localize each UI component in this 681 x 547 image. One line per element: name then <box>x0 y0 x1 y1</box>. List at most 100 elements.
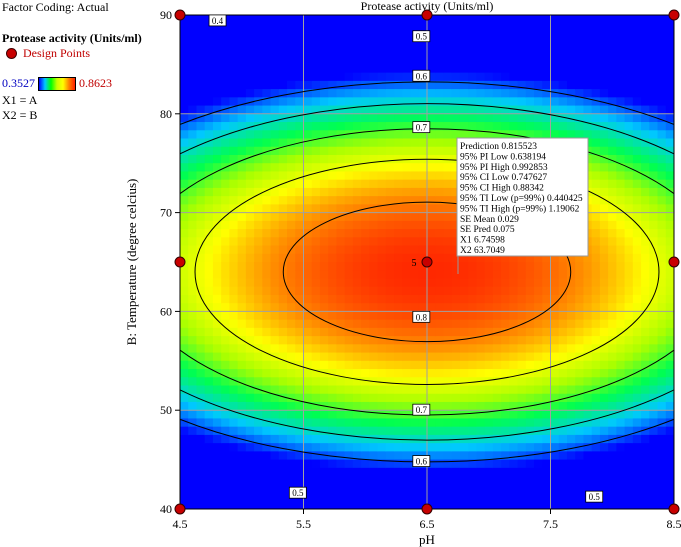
heatmap-cell <box>501 97 510 107</box>
heatmap-cell <box>204 410 214 420</box>
heatmap-cell <box>229 31 239 41</box>
heatmap-cell <box>188 418 198 428</box>
heatmap-cell <box>295 253 305 263</box>
heatmap-cell <box>221 154 230 164</box>
heatmap-cell <box>484 500 494 509</box>
heatmap-cell <box>616 23 626 33</box>
heatmap-cell <box>196 113 206 123</box>
heatmap-cell <box>459 56 469 65</box>
heatmap-cell <box>196 426 206 436</box>
heatmap-cell <box>624 377 634 387</box>
heatmap-cell <box>591 467 601 477</box>
heatmap-cell <box>534 64 543 74</box>
heatmap-cell <box>180 220 189 230</box>
heatmap-cell <box>641 163 650 173</box>
heatmap-cell <box>534 262 543 271</box>
heatmap-cell <box>583 80 593 90</box>
heatmap-cell <box>517 484 527 494</box>
heatmap-cell <box>410 220 420 230</box>
heatmap-cell <box>509 64 519 74</box>
heatmap-cell <box>344 434 354 444</box>
heatmap-cell <box>369 262 379 271</box>
heatmap-cell <box>558 476 568 485</box>
heatmap-cell <box>624 451 634 461</box>
heatmap-cell <box>295 451 305 461</box>
heatmap-cell <box>352 459 362 469</box>
heatmap-cell <box>377 286 387 296</box>
heatmap-cell <box>608 352 617 362</box>
heatmap-cell <box>394 237 403 247</box>
heatmap-cell <box>451 303 461 312</box>
heatmap-cell <box>311 105 321 115</box>
heatmap-cell <box>550 270 560 280</box>
heatmap-cell <box>435 229 445 238</box>
heatmap-cell <box>270 89 280 98</box>
heatmap-cell <box>657 393 667 403</box>
heatmap-cell <box>616 418 626 428</box>
heatmap-cell <box>641 89 650 98</box>
design-point[interactable] <box>174 9 186 21</box>
heatmap-cell <box>311 80 321 90</box>
heatmap-cell <box>377 451 387 461</box>
heatmap-cell <box>641 303 650 312</box>
design-point[interactable] <box>174 256 186 268</box>
contour-label: 0.5 <box>288 486 307 499</box>
heatmap-cell <box>328 311 338 321</box>
design-point[interactable] <box>174 503 186 515</box>
heatmap-cell <box>459 426 469 436</box>
heatmap-cell <box>188 377 198 387</box>
design-points[interactable]: 5 <box>174 9 680 515</box>
heatmap-cell <box>418 294 428 304</box>
heatmap-cell <box>188 171 198 181</box>
heatmap-cell <box>410 23 420 33</box>
heatmap-cell <box>459 80 469 90</box>
design-point[interactable] <box>421 9 433 21</box>
heatmap-cell <box>287 253 296 263</box>
heatmap-cell <box>443 294 453 304</box>
heatmap-cell <box>369 303 379 312</box>
heatmap-cell <box>608 113 617 123</box>
heatmap-cell <box>287 39 296 49</box>
heatmap-cell <box>237 443 247 452</box>
heatmap-cell <box>435 31 445 41</box>
heatmap-cell <box>377 262 387 271</box>
heatmap-cell <box>427 105 436 115</box>
heatmap-cell <box>245 385 255 395</box>
heatmap-cell <box>344 204 354 214</box>
heatmap-cell <box>641 31 650 41</box>
heatmap-cell <box>451 467 461 477</box>
heatmap-cell <box>352 64 362 74</box>
design-point[interactable] <box>421 503 433 515</box>
heatmap-cell <box>418 418 428 428</box>
heatmap-cell <box>517 270 527 280</box>
heatmap-cell <box>319 418 329 428</box>
heatmap-cell <box>270 64 280 74</box>
heatmap-cell <box>221 278 230 288</box>
heatmap-cell <box>665 327 674 337</box>
heatmap-cell <box>262 500 272 509</box>
design-point[interactable] <box>668 256 680 268</box>
heatmap-cell <box>287 23 296 33</box>
heatmap-cell <box>624 360 634 370</box>
heatmap-cell <box>221 294 230 304</box>
heatmap-cell <box>278 105 288 115</box>
heatmap-cell <box>410 97 420 107</box>
heatmap-cell <box>492 311 502 321</box>
heatmap-cell <box>608 418 617 428</box>
heatmap-cell <box>196 80 206 90</box>
design-point[interactable] <box>668 9 680 21</box>
design-point[interactable] <box>421 256 433 268</box>
heatmap-cell <box>344 171 354 181</box>
heatmap-cell <box>451 97 461 107</box>
heatmap-cell <box>657 278 667 288</box>
heatmap-cell <box>484 122 494 131</box>
heatmap-cell <box>377 237 387 247</box>
heatmap-cell <box>385 212 395 222</box>
heatmap-cell <box>212 278 222 288</box>
heatmap-cell <box>649 286 659 296</box>
design-point[interactable] <box>668 503 680 515</box>
heatmap-cell <box>632 253 642 263</box>
heatmap-cell <box>287 426 296 436</box>
heatmap-cell <box>583 89 593 98</box>
heatmap-cell <box>180 72 189 82</box>
